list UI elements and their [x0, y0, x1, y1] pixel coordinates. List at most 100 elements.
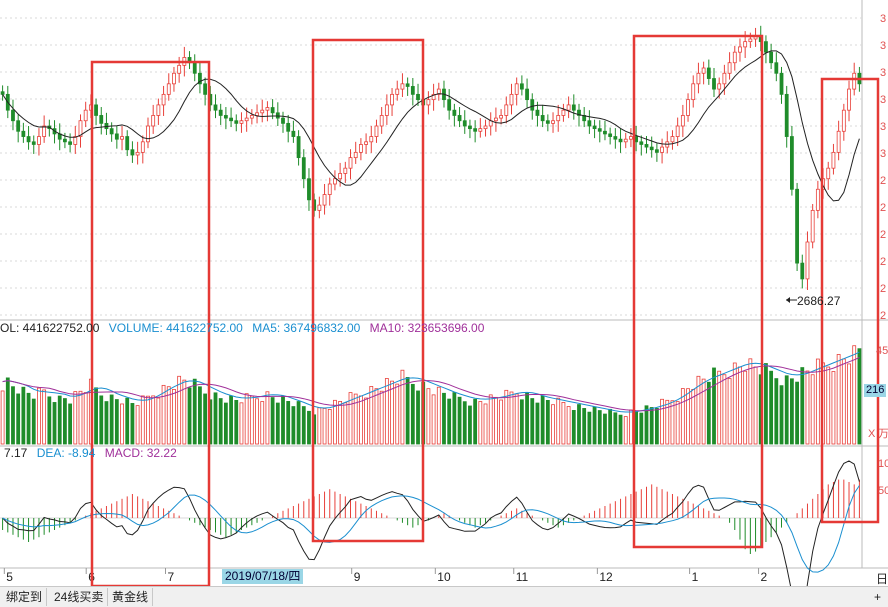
candle-body [172, 72, 176, 85]
volume-bar [473, 398, 478, 445]
volume-bar [114, 399, 119, 445]
volume-bar [369, 386, 374, 445]
vol-value: OL: 441622752.00 [0, 321, 100, 335]
macd-axis-label-1: 10 [878, 458, 888, 470]
candle-body [151, 115, 156, 127]
candle-body [390, 93, 394, 106]
volume-bar [291, 406, 296, 445]
candle-body [384, 104, 389, 116]
candle-body [691, 83, 696, 101]
candle-body [556, 115, 561, 122]
volume-bar [826, 366, 831, 445]
price-tick-label: 2 [880, 283, 886, 295]
highlight-box [632, 34, 764, 549]
volume-bar [841, 358, 846, 445]
candle-body [94, 104, 98, 116]
volume-bar [260, 401, 265, 445]
candle-body [270, 107, 275, 114]
close-icon[interactable]: X [868, 428, 876, 440]
candle-body [706, 67, 711, 79]
candle-body [525, 88, 529, 101]
time-axis-labels: 5 6 7 9 10 11 12 1 2 [3, 568, 768, 584]
tab-golden-line[interactable]: 黄金线 [108, 588, 154, 606]
volume-bar [769, 370, 774, 445]
candle-body [265, 107, 270, 111]
highlight-boxes [90, 34, 880, 586]
volume-bar [405, 377, 410, 445]
volume-bar [410, 383, 415, 445]
tab-bind-to[interactable]: 绑定到 [2, 588, 48, 606]
volume-bar [442, 392, 446, 445]
price-tick-label: 3 [880, 94, 886, 106]
candle-body [229, 117, 233, 122]
candle-body [405, 83, 410, 87]
volume-bar [172, 388, 176, 445]
candle-body [275, 112, 280, 119]
volume-bar [73, 391, 78, 445]
price-moving-average-line [2, 50, 860, 202]
volume-unit-label: 万 [878, 428, 888, 440]
volume-bar [722, 374, 727, 445]
volume-bar [732, 362, 737, 445]
volume-bar [738, 366, 742, 445]
candle-body [436, 88, 441, 95]
candle-body [644, 144, 649, 148]
volume-bar [104, 401, 109, 445]
volume-bar [52, 402, 57, 445]
volume-value: VOLUME: 441622752.00 [108, 321, 243, 335]
volume-bar [26, 392, 31, 445]
candle-body [333, 178, 337, 185]
volume-bar [847, 363, 851, 445]
volume-bar [582, 408, 587, 445]
time-tick-label: 5 [6, 570, 13, 584]
volume-bar [395, 383, 400, 445]
candle-body [603, 130, 607, 135]
candle-body [177, 64, 182, 74]
candle-body [551, 120, 555, 124]
low-value-label: 2686.27 [797, 294, 841, 308]
volume-bar [151, 395, 156, 445]
volume-bar [125, 397, 130, 445]
candle-body [73, 136, 78, 145]
volume-bar [795, 381, 799, 445]
volume-bar [296, 401, 301, 445]
volume-bar [525, 392, 529, 445]
tab-24-line-trade[interactable]: 24线买卖 [50, 588, 109, 606]
highlight-box [820, 77, 880, 524]
period-button[interactable]: 日 [876, 572, 888, 586]
volume-bar [135, 405, 140, 445]
candle-body [410, 86, 415, 95]
candle-body [11, 109, 15, 122]
volume-bar [665, 399, 670, 445]
volume-bar [275, 402, 280, 445]
volume-bar [16, 393, 21, 445]
volume-bar [805, 370, 810, 445]
volume-bar [530, 398, 535, 445]
volume-bar [384, 378, 389, 445]
candle-body [540, 115, 545, 122]
price-tick-label: 2 [880, 202, 886, 214]
volume-bar [307, 410, 311, 445]
time-tick-label: 7 [168, 570, 175, 584]
price-tick-label: 3 [880, 148, 886, 160]
candle-body [198, 72, 202, 85]
volume-bar [779, 385, 784, 445]
volume-bar [571, 410, 576, 445]
candle-body [805, 241, 810, 280]
volume-bar [587, 411, 592, 445]
candle-body [748, 38, 753, 43]
candle-body [140, 141, 145, 153]
volume-bar [603, 413, 607, 445]
candle-body [358, 144, 363, 153]
candle-body [146, 125, 150, 143]
volume-bar [462, 401, 467, 445]
volume-bar [514, 393, 519, 445]
volume-bar [436, 386, 441, 445]
candle-body [307, 178, 311, 201]
candle-body [26, 136, 31, 143]
candle-body [447, 99, 452, 111]
add-button[interactable]: + [874, 590, 882, 604]
dif-value: 7.17 [4, 446, 28, 460]
candle-body [847, 88, 851, 111]
